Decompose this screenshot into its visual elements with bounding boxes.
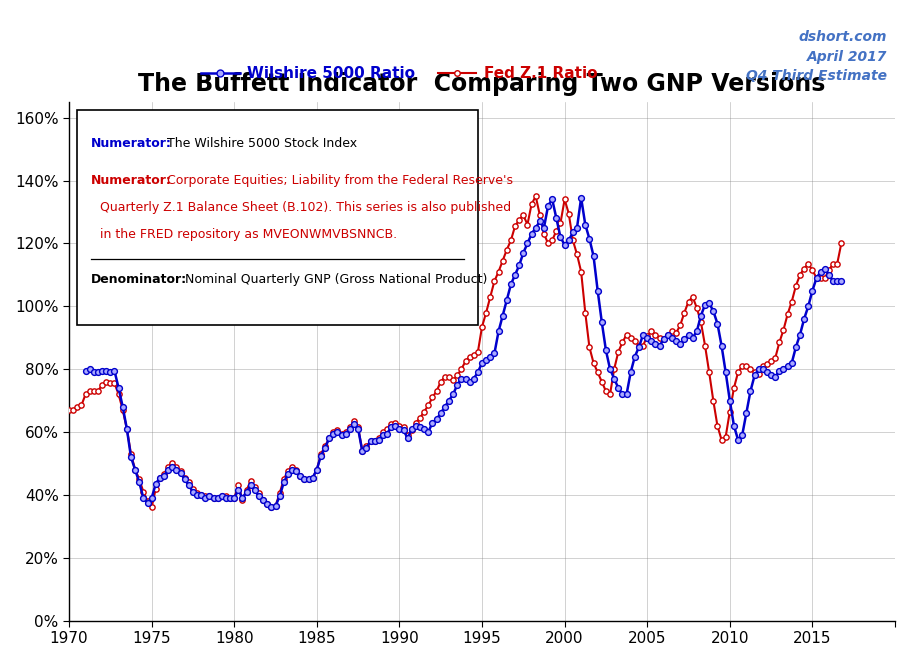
Text: Numerator:: Numerator: — [91, 137, 172, 150]
Text: Nominal Quarterly GNP (Gross National Product): Nominal Quarterly GNP (Gross National Pr… — [185, 274, 487, 286]
FancyBboxPatch shape — [77, 110, 478, 325]
Text: dshort.com: dshort.com — [799, 30, 887, 44]
Text: in the FRED repository as MVEONWMVBSNNCB.: in the FRED repository as MVEONWMVBSNNCB… — [99, 227, 397, 241]
Text: April 2017: April 2017 — [807, 50, 887, 63]
Text: Q4 Third Estimate: Q4 Third Estimate — [746, 69, 887, 83]
Title: The Buffett Indicator  Comparing Two GNP Versions: The Buffett Indicator Comparing Two GNP … — [138, 72, 825, 96]
Text: Quarterly Z.1 Balance Sheet (B.102). This series is also published: Quarterly Z.1 Balance Sheet (B.102). Thi… — [99, 201, 511, 214]
Legend: Wilshire 5000 Ratio, Fed Z.1 Ratio: Wilshire 5000 Ratio, Fed Z.1 Ratio — [196, 60, 603, 87]
Text: Corporate Equities; Liability from the Federal Reserve's: Corporate Equities; Liability from the F… — [167, 174, 513, 186]
Text: Numerator:: Numerator: — [91, 174, 172, 186]
Text: The Wilshire 5000 Stock Index: The Wilshire 5000 Stock Index — [167, 137, 358, 150]
Text: Denominator:: Denominator: — [91, 274, 187, 286]
